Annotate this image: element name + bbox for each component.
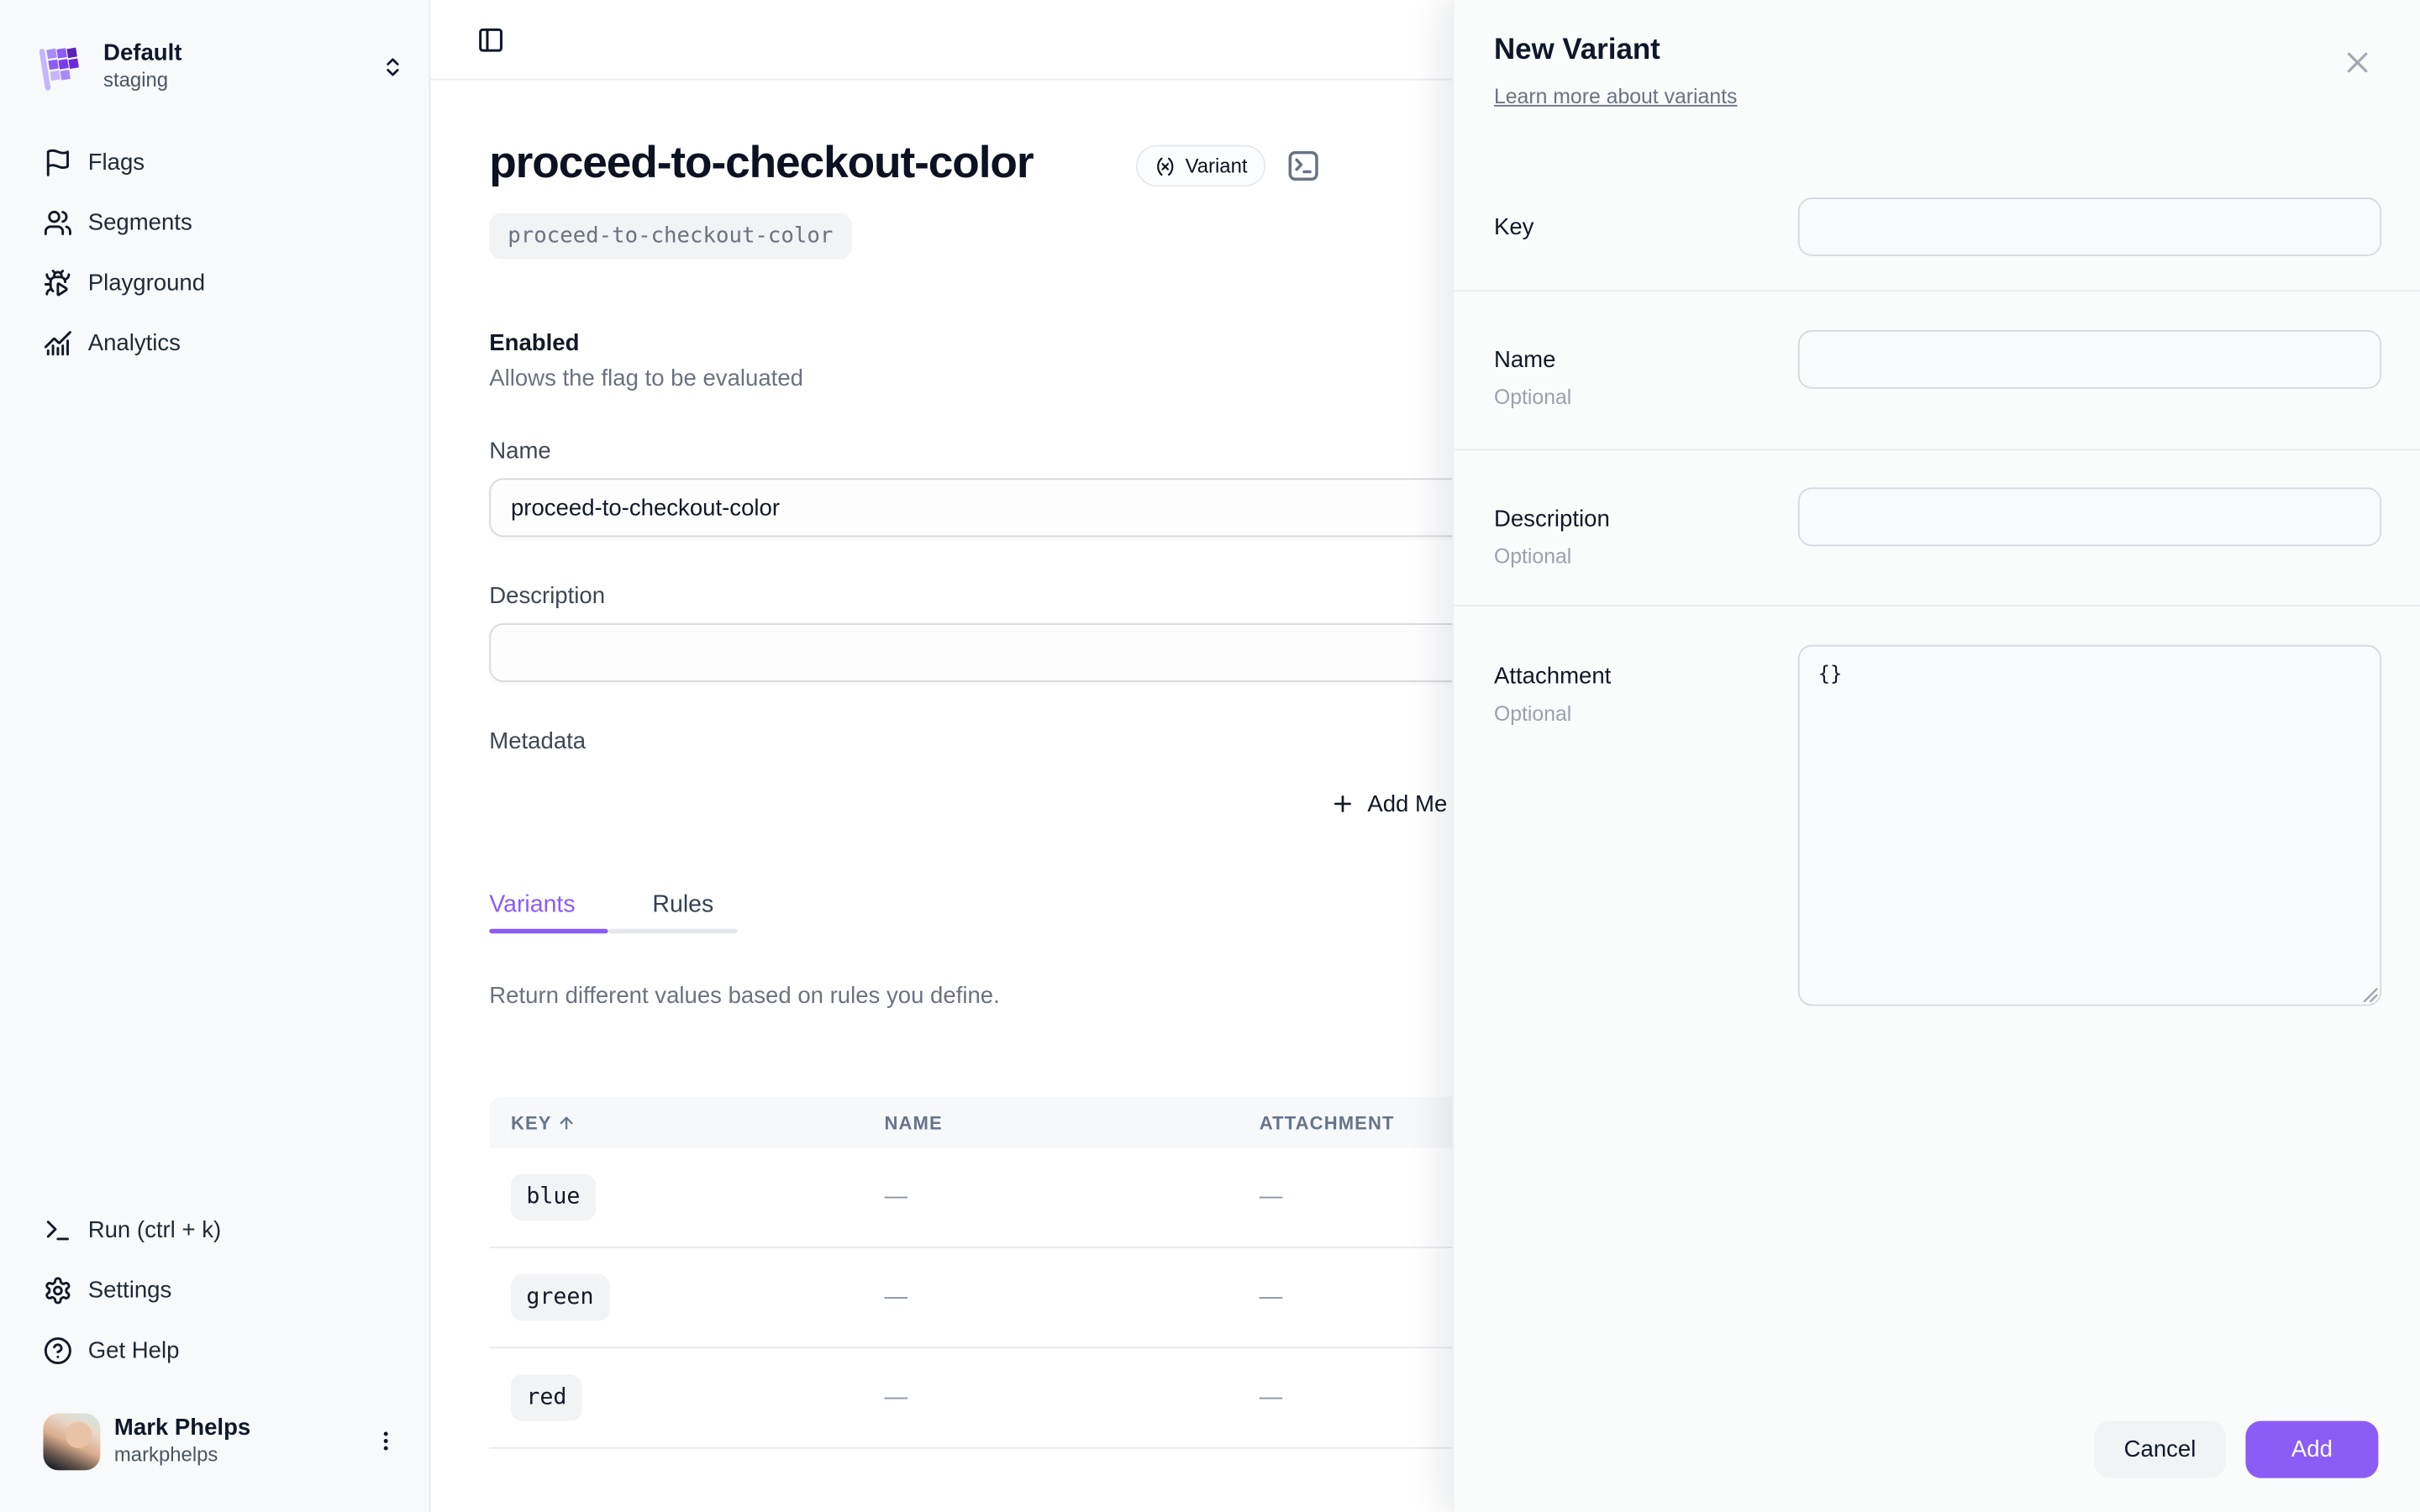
variant-name-value: — [884,1383,908,1410]
workspace-environment: staging [103,67,169,92]
divider [1454,449,2420,451]
workspace-meta: Default staging [103,40,381,92]
sidebar-item-run[interactable]: Run (ctrl + k) [0,1200,429,1261]
sidebar-item-get-help[interactable]: Get Help [0,1320,429,1381]
sidebar-item-label: Playground [87,270,206,297]
description-label: Description [489,583,606,610]
name-optional-hint: Optional [1493,386,1572,409]
name-field-input[interactable] [1797,330,2382,389]
close-icon[interactable] [2343,48,2372,77]
variant-attachment-value: — [1259,1183,1283,1210]
flag-type-badge: Variant [1135,144,1266,187]
flag-icon [43,148,72,177]
sidebar-toggle-icon[interactable] [477,26,505,54]
tab-bar: Variants Rules [489,892,713,920]
variable-icon [1155,155,1176,177]
attachment-optional-hint: Optional [1493,701,1572,726]
user-username: markphelps [113,1442,218,1466]
help-icon [43,1336,72,1366]
panel-title: New Variant [1493,34,1660,66]
sidebar-item-label: Get Help [87,1337,180,1364]
workspace-selector[interactable]: Default staging [31,31,404,102]
flipt-logo-icon [31,37,90,96]
cancel-button[interactable]: Cancel [2094,1420,2226,1478]
sidebar-item-label: Settings [87,1277,172,1305]
name-field-label: Name [1493,347,1556,374]
add-metadata-label: Add Me [1367,790,1448,817]
page-title: proceed-to-checkout-color [489,139,1034,189]
avatar [43,1412,101,1470]
column-header-attachment[interactable]: ATTACHMENT [1259,1111,1395,1134]
sidebar: Default staging Flags Segments [0,0,431,1512]
analytics-icon [43,328,72,358]
attachment-field-label: Attachment [1493,663,1612,690]
sidebar-item-label: Run (ctrl + k) [87,1217,222,1244]
divider [1454,605,2420,606]
enabled-label: Enabled [489,330,580,357]
enabled-description: Allows the flag to be evaluated [489,365,803,392]
variant-attachment-value: — [1259,1383,1283,1410]
key-field-input[interactable] [1797,197,2382,256]
sidebar-nav: Flags Segments Playground Analytics [0,133,429,374]
description-optional-hint: Optional [1493,544,1572,568]
variant-key-chip: green [510,1274,609,1321]
sidebar-footer-nav: Run (ctrl + k) Settings Get Help [0,1200,429,1381]
tab-rules[interactable]: Rules [652,891,714,918]
kebab-menu-icon[interactable] [367,1421,404,1462]
metadata-label: Metadata [489,727,587,755]
plus-icon [1330,791,1355,816]
variant-attachment-value: — [1259,1284,1283,1310]
sidebar-item-label: Analytics [87,330,181,357]
variant-key-chip: red [510,1374,582,1421]
tab-variants[interactable]: Variants [489,891,576,918]
table-row[interactable]: red — — [489,1348,2403,1449]
sidebar-item-label: Flags [87,150,145,176]
chevrons-up-down-icon [381,55,405,78]
column-header-key[interactable]: KEY [489,1111,884,1133]
terminal-square-icon[interactable] [1286,148,1321,183]
tab-track [608,928,738,934]
flag-key-chip: proceed-to-checkout-color [489,213,852,260]
add-button[interactable]: Add [2245,1420,2379,1478]
users-icon [43,208,72,238]
sidebar-item-segments[interactable]: Segments [0,193,429,254]
sidebar-item-settings[interactable]: Settings [0,1261,429,1321]
variants-description: Return different values based on rules y… [489,983,1000,1010]
bug-play-icon [43,269,72,298]
name-label: Name [489,438,551,465]
sidebar-item-analytics[interactable]: Analytics [0,313,429,374]
add-metadata-button[interactable]: Add Me [1330,780,1447,827]
column-header-name[interactable]: NAME [884,1111,943,1134]
variant-key-chip: blue [510,1173,596,1221]
terminal-icon [43,1215,72,1245]
workspace-name: Default [103,39,182,66]
user-menu[interactable]: Mark Phelps markphelps [43,1407,404,1475]
variant-name-value: — [884,1183,908,1210]
sidebar-item-flags[interactable]: Flags [0,133,429,193]
learn-more-link[interactable]: Learn more about variants [1493,85,1738,108]
flag-name-input[interactable] [489,478,1547,538]
sort-arrow-up-icon [558,1113,576,1131]
sidebar-item-label: Segments [87,209,192,237]
variant-name-value: — [884,1284,908,1310]
active-tab-indicator [489,928,608,934]
gear-icon [43,1276,72,1305]
divider [1454,290,2420,292]
user-name: Mark Phelps [113,1415,251,1441]
user-meta: Mark Phelps markphelps [114,1415,367,1467]
description-field-input[interactable] [1797,487,2382,547]
sidebar-item-playground[interactable]: Playground [0,253,429,313]
table-row[interactable]: blue — — [489,1148,2403,1248]
flag-description-input[interactable] [489,623,1547,682]
key-field-label: Key [1493,214,1534,241]
table-row[interactable]: green — — [489,1248,2403,1349]
description-field-label: Description [1493,506,1610,533]
new-variant-panel: New Variant Learn more about variants Ke… [1452,0,2420,1512]
attachment-field-textarea[interactable]: {} [1797,644,2382,1006]
flag-type-label: Variant [1185,154,1248,178]
